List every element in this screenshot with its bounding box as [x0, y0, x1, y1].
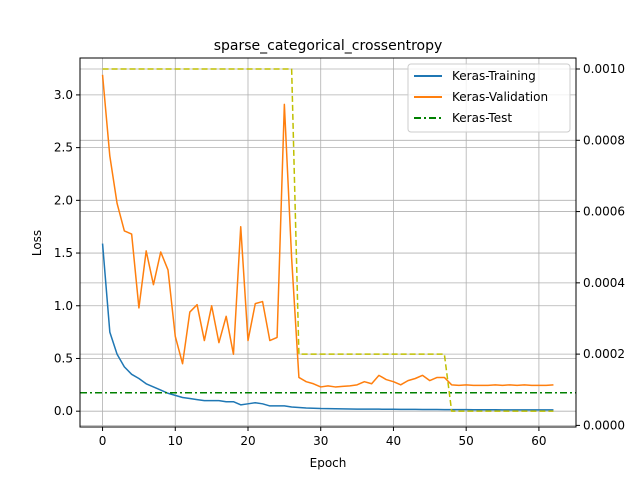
- y-tick-label: 1.5: [54, 246, 73, 260]
- y-axis-right: 0.0000 0.0002 0.0004 0.0006 0.0008 0.0010: [576, 62, 625, 432]
- legend-box: [407, 63, 571, 133]
- x-tick-label: 10: [168, 434, 183, 448]
- y2-tick-label: 0.0002: [583, 347, 625, 361]
- legend-label-test: Keras-Test: [452, 111, 512, 125]
- y-axis-title: Loss: [30, 230, 44, 256]
- series-layer: [80, 68, 576, 412]
- y-tick-label: 1.0: [54, 299, 73, 313]
- x-tick-label: 40: [386, 434, 401, 448]
- x-tick-label: 60: [531, 434, 546, 448]
- x-axis-title: Epoch: [310, 456, 347, 470]
- x-tick-label: 0: [99, 434, 107, 448]
- x-axis: 0 10 20 30 40 50 60: [99, 427, 547, 448]
- legend-label-training: Keras-Training: [452, 69, 536, 83]
- legend-label-validation: Keras-Validation: [452, 90, 548, 104]
- series-line-keras-training: [101, 243, 554, 411]
- y2-tick-label: 0.0008: [583, 133, 625, 147]
- y2-tick-label: 0.0004: [583, 276, 625, 290]
- y-tick-label: 0.5: [54, 351, 73, 365]
- y2-tick-label: 0.0006: [583, 205, 625, 219]
- plot-frame: [79, 57, 577, 428]
- x-tick-label: 50: [459, 434, 474, 448]
- x-tick-label: 20: [240, 434, 255, 448]
- legend: Keras-Training Keras-Validation Keras-Te…: [407, 63, 571, 133]
- y2-tick-label: 0.0010: [583, 62, 625, 76]
- y-tick-label: 2.5: [54, 141, 73, 155]
- series-line-learning-rate-3: [102, 68, 554, 412]
- x-tick-label: 30: [313, 434, 328, 448]
- y-tick-label: 2.0: [54, 193, 73, 207]
- chart-title: sparse_categorical_crossentropy: [214, 38, 443, 54]
- y-tick-label: 0.0: [54, 404, 73, 418]
- series-line-keras-validation: [101, 74, 554, 388]
- y-axis-left: 0.0 0.5 1.0 1.5 2.0 2.5 3.0: [54, 88, 80, 418]
- y2-tick-label: 0.0000: [583, 418, 625, 432]
- y-tick-label: 3.0: [54, 88, 73, 102]
